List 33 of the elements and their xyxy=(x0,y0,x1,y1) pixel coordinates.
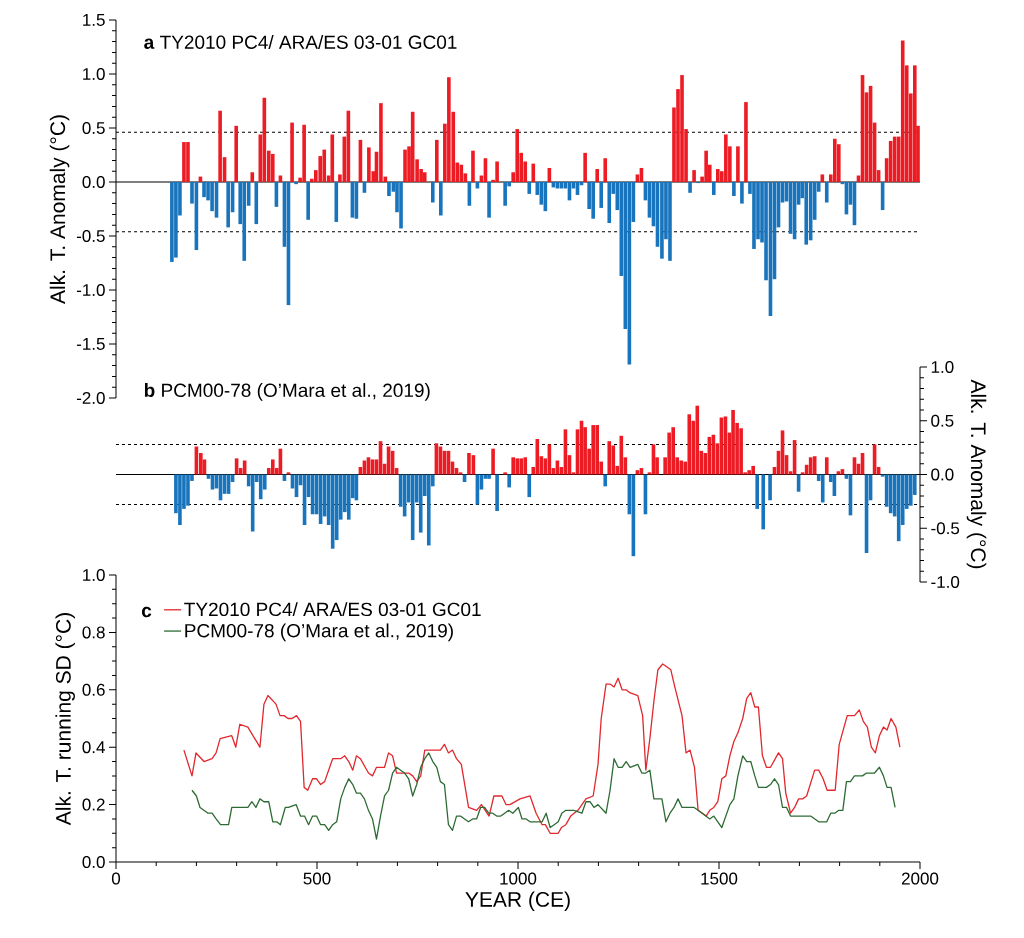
y-axis-title: Alk. T. running SD (°C) xyxy=(55,613,75,826)
y2-tick-label: 0.5 xyxy=(931,414,954,427)
legend-label: TY2010 PC4/ ARA/ES 03-01 GC01 xyxy=(184,602,481,617)
y-tick-label: 0.5 xyxy=(82,121,105,135)
y-tick-label: 0.0 xyxy=(82,855,105,869)
x-tick-label: 1500 xyxy=(701,872,738,885)
y-tick-label: -2.0 xyxy=(76,391,105,405)
y-axis-title: Alk. T. Anomaly (°C) xyxy=(49,115,70,304)
y-tick-label: 1.0 xyxy=(83,67,105,81)
x-tick-label: 500 xyxy=(303,872,331,885)
y-tick-label: 0.0 xyxy=(82,175,105,189)
y-tick-label: -1.0 xyxy=(76,283,105,297)
y-tick-label: 0.6 xyxy=(82,683,105,696)
x-tick-label: 2000 xyxy=(901,872,939,885)
y-tick-label: 0.4 xyxy=(82,741,105,754)
y-tick-label: 1.5 xyxy=(83,14,105,26)
x-axis-title: YEAR (CE) xyxy=(465,891,570,911)
text: b PCM00-78 (O’Mara et al., 2019) xyxy=(144,383,430,401)
y2-tick-label: 1.0 xyxy=(931,360,954,374)
x-tick-label: 0 xyxy=(111,872,121,885)
y2-axis-title: Alk. T. Anomaly (°C) xyxy=(966,379,987,569)
y-tick-label: -0.5 xyxy=(76,229,105,243)
x-tick-label: 1000 xyxy=(500,872,537,885)
y-tick-label: 0.2 xyxy=(82,798,105,811)
y2-tick-label: -1.0 xyxy=(931,575,960,589)
y-tick-label: 0.8 xyxy=(82,626,105,639)
legend-label: PCM00-78 (O’Mara et al., 2019) xyxy=(185,623,453,642)
text: a TY2010 PC4/ ARA/ES 03-01 GC01 xyxy=(144,34,457,49)
y2-tick-label: 0.0 xyxy=(931,468,954,481)
y-tick-label: 1.0 xyxy=(83,568,105,582)
y2-tick-label: -0.5 xyxy=(931,522,960,535)
y-tick-label: -1.5 xyxy=(76,338,105,350)
text: c xyxy=(141,606,152,618)
